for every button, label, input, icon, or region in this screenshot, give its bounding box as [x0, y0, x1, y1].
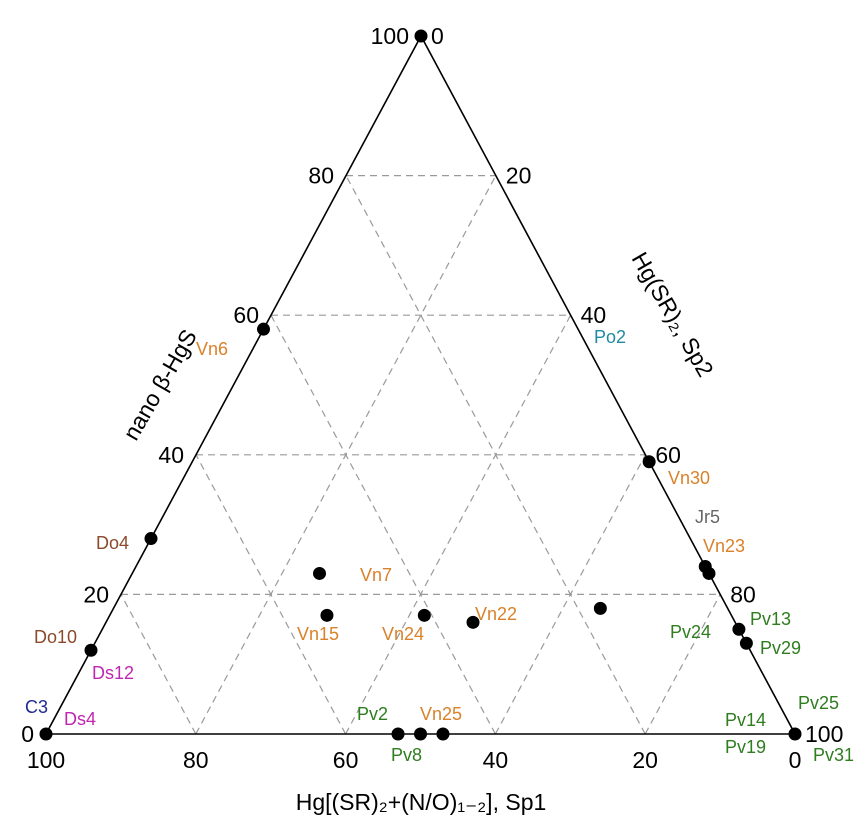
grid-line-sp2-80 [644, 594, 721, 735]
right-tick-0: 0 [431, 23, 444, 49]
point-label-pv29: Pv29 [760, 638, 801, 658]
data-point-2 [257, 322, 270, 336]
grid-line-sp1-40 [270, 314, 496, 735]
point-labels: Vn6 Po2 Vn30 Jr5 Vn23 Do4 Vn7 Vn15 Vn24 Vn22 Pv13 P… [25, 327, 854, 765]
point-label-ds12: Ds12 [92, 663, 134, 683]
point-label-jr5: Jr5 [695, 507, 720, 527]
bottom-tick-20: 20 [632, 747, 658, 773]
bottom-tick-80: 80 [183, 747, 209, 773]
point-label-pv25: Pv25 [798, 693, 839, 713]
data-point-1 [414, 29, 428, 43]
point-label-pv13: Pv13 [750, 609, 791, 629]
tick-labels: 100 80 60 40 20 0 0 20 40 60 80 100 100 80 60 40 20 0 [21, 23, 843, 773]
point-label-vn25: Vn25 [420, 704, 462, 724]
data-point-14 [732, 622, 746, 636]
bottom-tick-0: 0 [789, 747, 802, 773]
data-point-19 [788, 727, 802, 741]
left-tick-100: 100 [371, 23, 409, 49]
left-axis-title: nano β-HgS [118, 325, 202, 445]
point-label-pv2: Pv2 [357, 704, 388, 724]
point-label-pv14: Pv14 [725, 710, 766, 730]
point-label-vn6: Vn6 [196, 339, 228, 359]
left-tick-40: 40 [158, 442, 184, 468]
data-point-5 [84, 643, 98, 657]
point-label-vn23: Vn23 [703, 536, 745, 556]
grid-line-sp2-60 [494, 454, 646, 735]
data-points [39, 29, 802, 741]
point-label-pv8: Pv8 [391, 745, 422, 765]
data-point-8 [313, 566, 326, 580]
data-point-17 [414, 727, 427, 741]
data-point-18 [436, 727, 450, 741]
data-point-9 [320, 608, 334, 622]
data-point-7 [593, 601, 607, 615]
point-label-do4: Do4 [96, 533, 129, 553]
left-tick-0: 0 [21, 721, 34, 747]
right-tick-80: 80 [730, 581, 756, 607]
data-point-3 [642, 455, 656, 469]
grid-line-sp1-60 [195, 454, 347, 735]
data-point-6 [39, 727, 53, 741]
grid-line-sp2-40 [345, 314, 572, 735]
right-axis-title: Hg(SR)₂, Sp2 [627, 248, 719, 382]
bottom-tick-60: 60 [333, 747, 359, 773]
grid-lines [120, 175, 721, 735]
right-tick-100: 100 [805, 721, 843, 747]
point-label-vn15: Vn15 [297, 624, 339, 644]
point-label-pv24: Pv24 [670, 622, 711, 642]
right-tick-20: 20 [506, 163, 532, 189]
bottom-axis-title: Hg[(SR)₂+(N/O)₁₋₂], Sp1 [296, 789, 547, 815]
point-label-vn7: Vn7 [360, 565, 392, 585]
point-label-vn24: Vn24 [382, 624, 424, 644]
data-point-13 [702, 566, 716, 580]
right-tick-60: 60 [655, 442, 681, 468]
data-point-15 [739, 636, 753, 650]
data-point-11 [466, 615, 480, 629]
point-label-po2: Po2 [594, 327, 626, 347]
data-point-4 [144, 532, 158, 546]
right-tick-40: 40 [581, 302, 607, 328]
point-label-vn30: Vn30 [668, 468, 710, 488]
data-point-10 [417, 608, 431, 622]
bottom-tick-40: 40 [483, 747, 509, 773]
point-label-ds4: Ds4 [64, 709, 96, 729]
point-label-pv19: Pv19 [725, 737, 766, 757]
point-label-c3: C3 [25, 697, 48, 717]
point-label-do10: Do10 [34, 627, 77, 647]
bottom-tick-100: 100 [27, 747, 65, 773]
left-tick-80: 80 [308, 163, 334, 189]
grid-line-sp1-80 [120, 594, 197, 735]
point-label-vn22: Vn22 [475, 604, 517, 624]
left-tick-20: 20 [83, 581, 109, 607]
point-label-pv31: Pv31 [813, 745, 854, 765]
data-point-16 [391, 727, 405, 741]
left-tick-60: 60 [233, 302, 259, 328]
